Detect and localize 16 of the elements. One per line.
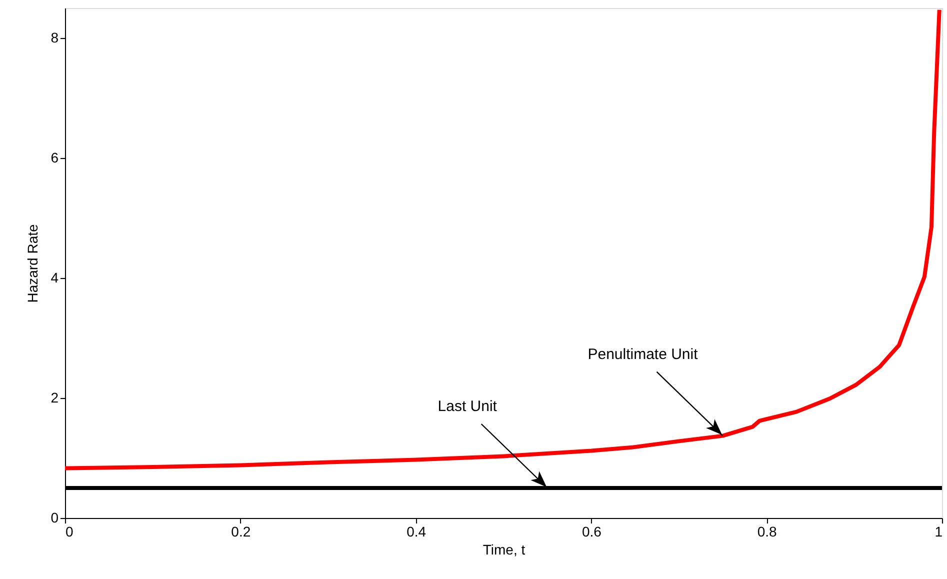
x-tick-label: 1 <box>934 524 943 540</box>
x-tick-label: 0.4 <box>406 524 426 540</box>
y-tick-label: 8 <box>50 30 59 46</box>
y-tick-label: 4 <box>50 270 59 286</box>
x-tick-label: 0 <box>66 524 74 540</box>
x-tick-label: 0.8 <box>757 524 778 540</box>
y-tick-label: 0 <box>50 510 59 526</box>
y-tick-label: 6 <box>50 150 59 166</box>
x-axis-title: Time, t <box>482 542 526 558</box>
y-tick-label: 2 <box>50 390 59 406</box>
annotation: Penultimate Unit <box>588 346 699 363</box>
x-tick-label: 0.6 <box>582 524 602 540</box>
y-axis-title: Hazard Rate <box>24 224 41 303</box>
annotation: Last Unit <box>438 398 498 415</box>
x-tick-label: 0.2 <box>231 524 251 540</box>
line-series <box>63 8 942 470</box>
